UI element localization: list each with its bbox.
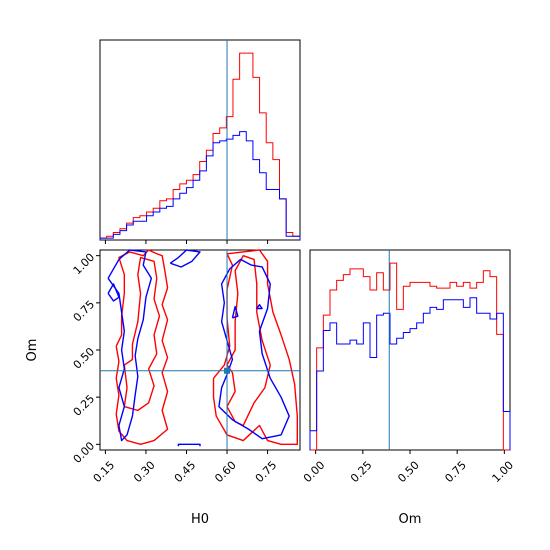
contour-line-6	[107, 249, 153, 442]
contour-y-tick-label-1: 0.00	[71, 439, 98, 466]
contour-x-tick-label-5: 0.75	[253, 459, 280, 486]
contour-y-tick-label-4: 0.75	[71, 298, 98, 325]
contour-y-tick-label-2: 0.25	[71, 392, 98, 419]
h0-histogram-series-1	[99, 52, 301, 240]
truth-marker	[224, 367, 231, 374]
h0-histogram-panel	[99, 39, 301, 241]
x-axis-label-om: Om	[399, 512, 422, 527]
h0-om-contour-panel	[99, 249, 301, 451]
h0-histogram-frame	[99, 39, 301, 241]
contour-line-1	[123, 256, 161, 412]
om-histogram-series-1	[310, 262, 510, 451]
contour-y-tick-label-3: 0.50	[71, 345, 98, 372]
x-axis-label-h0: H0	[191, 512, 209, 527]
om-hist-x-tick-label-4: 0.75	[442, 459, 469, 486]
contour-line-11	[256, 304, 263, 310]
h0-histogram-series-2	[99, 131, 301, 240]
contour-line-7	[169, 249, 201, 268]
om-hist-x-tick-label-1: 0.00	[301, 459, 328, 486]
contour-line-5	[218, 258, 290, 440]
contour-x-tick-label-1: 0.15	[91, 459, 118, 486]
contour-line-10	[231, 305, 239, 319]
om-hist-x-tick-label-3: 0.50	[395, 459, 422, 486]
om-hist-x-tick-label-2: 0.25	[348, 459, 375, 486]
y-axis-label-om: Om	[25, 339, 40, 362]
om-histogram-panel	[309, 249, 511, 451]
contour-x-tick-label-4: 0.60	[212, 459, 239, 486]
contour-y-tick-label-5: 1.00	[71, 251, 98, 278]
contour-line-4	[212, 249, 298, 446]
contour-line-8	[177, 443, 201, 447]
contour-frame	[99, 249, 301, 451]
contour-line-3	[226, 254, 271, 427]
contour-line-2	[115, 249, 169, 446]
om-hist-x-tick-label-5: 1.00	[490, 459, 517, 486]
contour-line-9	[107, 283, 120, 302]
om-histogram-series-2	[309, 297, 511, 450]
contour-x-tick-label-2: 0.30	[131, 459, 158, 486]
contour-x-tick-label-3: 0.45	[172, 459, 199, 486]
